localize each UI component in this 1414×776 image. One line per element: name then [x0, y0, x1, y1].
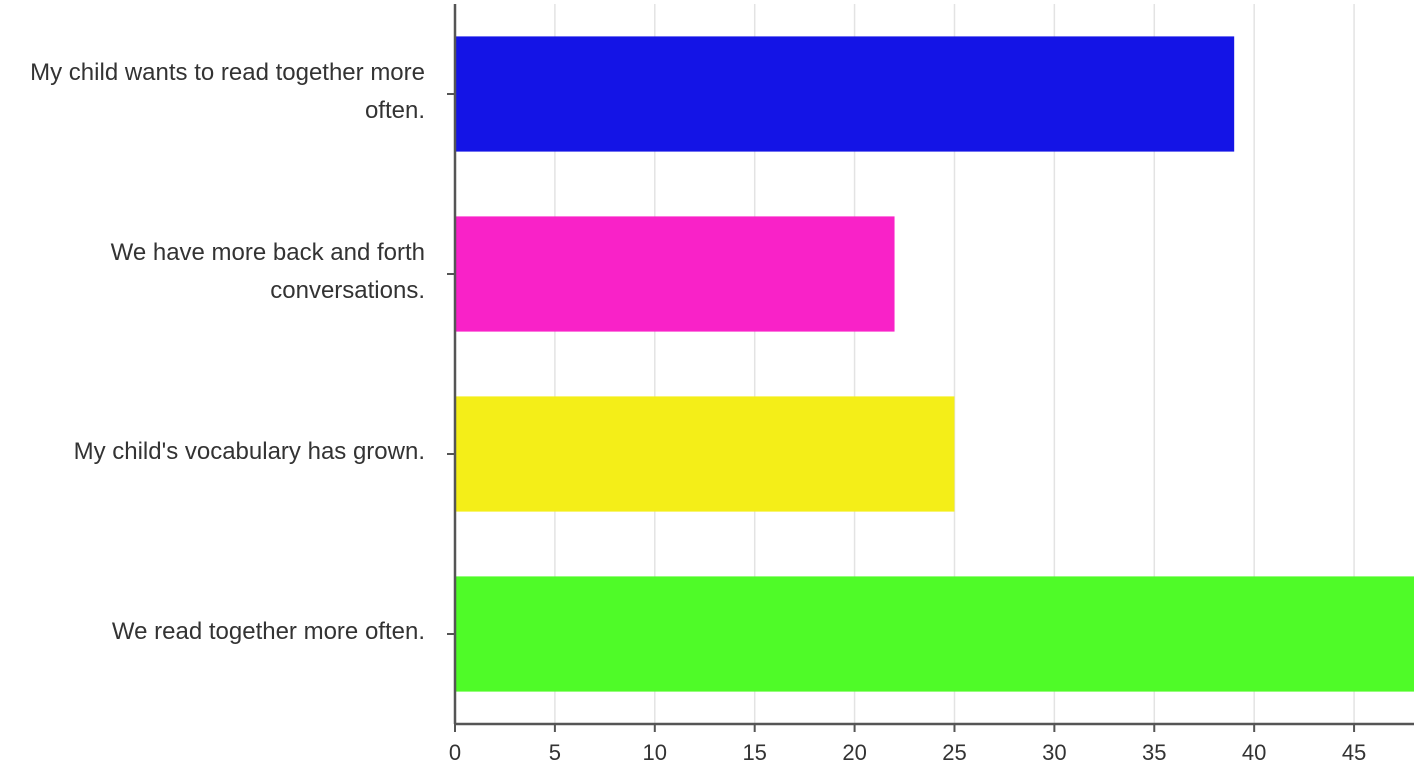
category-label: We read together more often.	[112, 618, 425, 645]
x-tick-label: 15	[742, 740, 766, 765]
bar	[455, 216, 895, 332]
x-tick-label: 40	[1242, 740, 1266, 765]
axes	[447, 4, 1414, 732]
x-tick-label: 5	[549, 740, 561, 765]
x-tick-label: 45	[1342, 740, 1366, 765]
category-label: We have more back and forth conversations…	[111, 239, 425, 304]
x-tick-label: 30	[1042, 740, 1066, 765]
x-tick-label: 10	[643, 740, 667, 765]
x-tick-label: 0	[449, 740, 461, 765]
bars	[455, 36, 1414, 692]
labels: 0 5 10 15 20 25 30 35 40 45 My child wants to read…	[30, 59, 1366, 765]
x-tick-label: 25	[942, 740, 966, 765]
x-tick-label: 20	[842, 740, 866, 765]
bar	[455, 576, 1414, 692]
x-tick-label: 35	[1142, 740, 1166, 765]
bar	[455, 36, 1235, 152]
bar	[455, 396, 955, 512]
category-label: My child wants to read together more ofte…	[30, 59, 425, 124]
category-label: My child's vocabulary has grown.	[74, 438, 425, 465]
